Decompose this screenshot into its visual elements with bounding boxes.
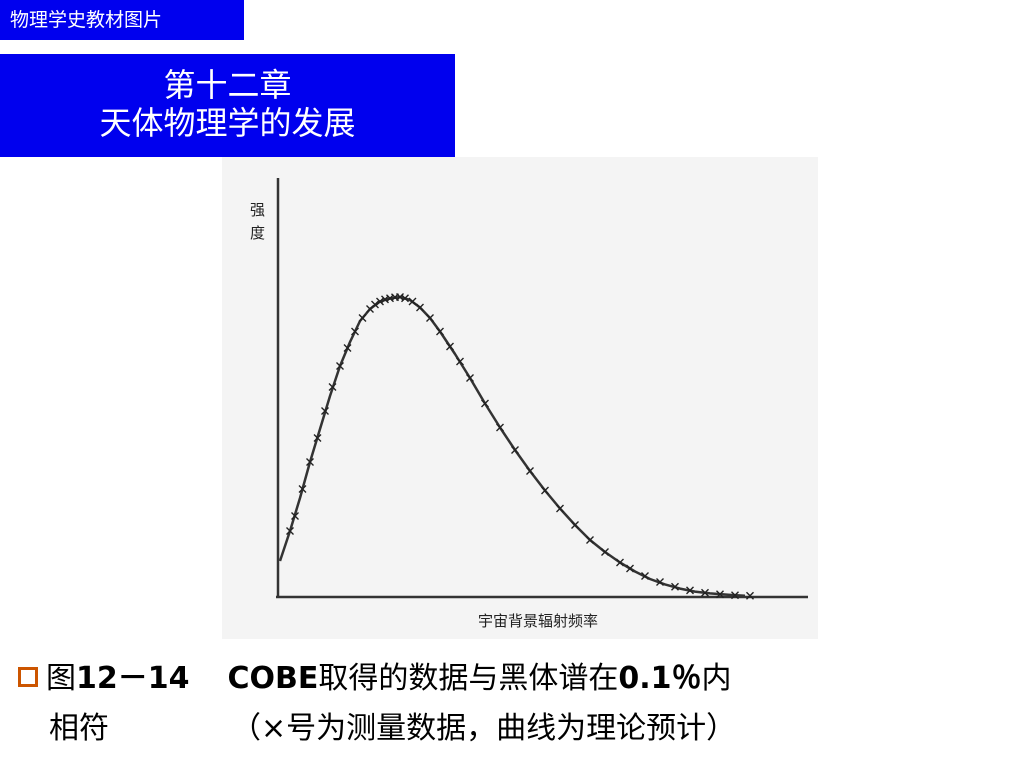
measurement-point <box>556 504 564 513</box>
caption-prefix: 图 <box>46 661 76 696</box>
measurement-point <box>376 297 384 306</box>
measurement-point <box>321 407 329 415</box>
measurement-point <box>436 327 444 336</box>
caption-line-2: 相符 （×号为测量数据，曲线为理论预计） <box>18 704 1008 754</box>
chapter-title: 第十二章 天体物理学的发展 <box>0 54 455 157</box>
figure-background <box>222 157 818 639</box>
measurement-point <box>351 327 359 336</box>
measurement-point <box>511 446 519 454</box>
measurement-point <box>716 590 724 599</box>
measurement-point <box>686 586 694 595</box>
measurement-point <box>313 434 322 442</box>
slide-tag: 物理学史教材图片 <box>0 0 244 40</box>
theory-curve <box>278 295 746 598</box>
measurement-point <box>408 297 417 306</box>
measurement-point <box>306 458 314 466</box>
measurement-point <box>328 383 337 391</box>
measurement-point <box>416 303 424 312</box>
measurement-point <box>571 521 579 529</box>
caption-text-2: 内 <box>701 661 732 696</box>
x-axis-label: 宇宙背景辐射频率 <box>478 612 598 630</box>
measurement-point <box>481 399 489 408</box>
measurement-point <box>671 582 679 591</box>
measurement-point <box>371 300 379 309</box>
y-axis-label-char-1: 强 <box>250 201 265 219</box>
figure-caption: 图12－14 COBE取得的数据与黑体谱在0.1％内 相符 （×号为测量数据，曲线为… <box>18 654 1008 754</box>
measurement-point <box>456 357 464 366</box>
measurement-point <box>291 512 299 520</box>
measurement-point <box>336 362 344 370</box>
y-axis-label-char-2: 度 <box>250 224 265 242</box>
measurement-point <box>426 314 434 322</box>
measurement-point <box>526 467 534 475</box>
measurement-point <box>286 527 294 535</box>
measurement-point <box>616 558 624 567</box>
chapter-number: 第十二章 <box>163 66 292 104</box>
measurement-point <box>298 485 307 493</box>
measurement-point <box>656 578 664 586</box>
measurement-point <box>401 294 409 303</box>
caption-line-1: 图12－14 COBE取得的数据与黑体谱在0.1％内 <box>18 654 1008 704</box>
measurement-point <box>641 572 649 580</box>
measurement-point <box>496 423 504 432</box>
figure-number: 12－14 <box>76 661 190 696</box>
measurement-point <box>626 564 634 573</box>
measurement-point <box>586 536 594 544</box>
cobe-label: COBE <box>227 661 319 696</box>
caption-note: （×号为测量数据，曲线为理论预计） <box>231 711 737 746</box>
measurement-point <box>601 548 609 556</box>
measurement-point <box>446 342 454 351</box>
chapter-subtitle: 天体物理学的发展 <box>99 104 356 142</box>
measurement-point <box>541 486 549 495</box>
measurement-point <box>358 314 367 322</box>
caption-text-1: 取得的数据与黑体谱在 <box>318 661 619 696</box>
measurement-point <box>701 588 709 597</box>
square-bullet-icon <box>18 666 38 687</box>
measurement-point <box>746 591 754 600</box>
measurement-point <box>466 374 474 382</box>
measurement-point <box>343 344 352 352</box>
caption-text-3: 相符 <box>49 711 109 746</box>
percent-value: 0.1％ <box>618 661 702 696</box>
measurement-point <box>731 591 739 600</box>
